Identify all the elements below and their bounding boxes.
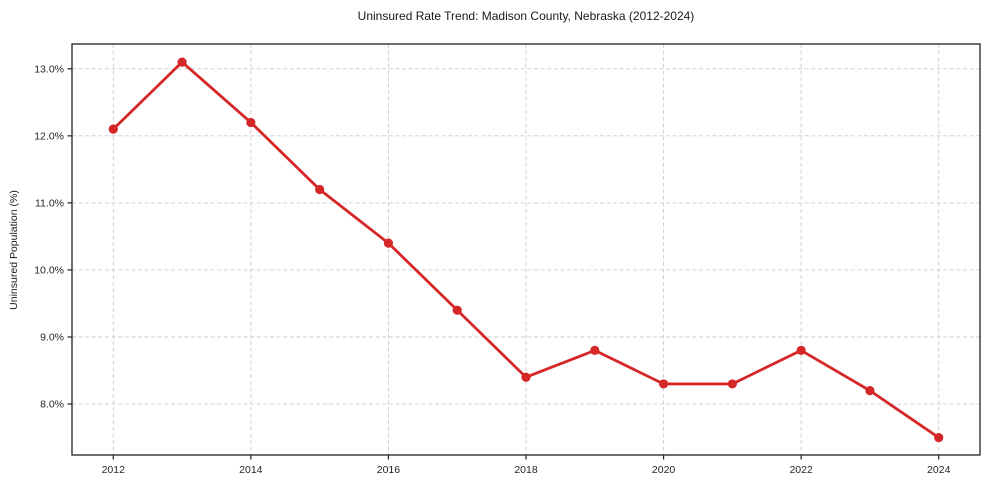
data-point-2016 — [383, 238, 394, 248]
data-point-2018 — [521, 372, 531, 382]
y-tick-label: 12.0% — [34, 130, 64, 142]
data-point-2020 — [658, 379, 669, 389]
x-tick-label: 2012 — [102, 464, 126, 476]
data-point-2012 — [108, 124, 118, 134]
data-point-2024 — [934, 432, 944, 443]
y-tick-label: 9.0% — [40, 332, 64, 344]
x-tick-label: 2020 — [652, 464, 676, 476]
data-point-2022 — [796, 345, 806, 356]
data-point-2023 — [865, 386, 875, 396]
data-point-2015 — [315, 184, 325, 195]
data-point-2014 — [246, 117, 256, 128]
data-point-2017 — [452, 305, 462, 315]
x-tick-label: 2014 — [239, 464, 263, 476]
chart-title: Uninsured Rate Trend: Madison County, Ne… — [357, 9, 695, 23]
data-point-2013 — [177, 57, 187, 67]
y-tick-label: 10.0% — [34, 265, 64, 277]
y-tick-label: 11.0% — [35, 198, 64, 210]
y-tick-label: 13.0% — [34, 63, 64, 75]
x-tick-label: 2022 — [789, 464, 813, 476]
data-point-2021 — [727, 379, 737, 389]
x-tick-label: 2016 — [377, 464, 401, 476]
data-point-2019 — [590, 345, 600, 356]
x-tick-label: 2018 — [514, 464, 538, 476]
y-tick-label: 8.0% — [40, 399, 64, 411]
x-tick-label: 2024 — [927, 464, 951, 476]
